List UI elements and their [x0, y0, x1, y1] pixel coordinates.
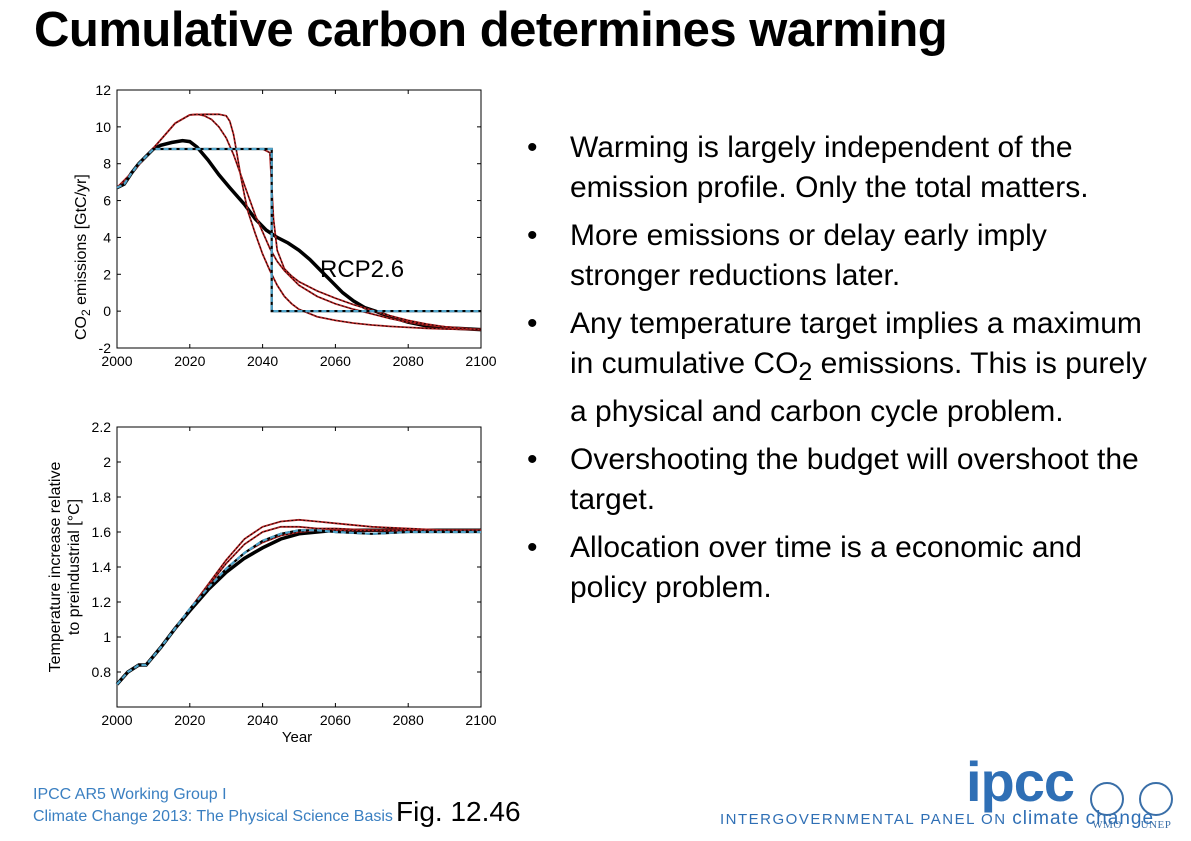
wmo-emblem-icon: [1090, 782, 1124, 816]
y-axis-label-line1: Temperature increase relative: [47, 462, 64, 673]
y-tick-label: 2.2: [92, 419, 112, 435]
x-tick-label: 2020: [174, 712, 205, 728]
y-tick-label: 10: [95, 119, 111, 135]
series-line-red-overlay: [116, 113, 482, 330]
series-line-red: [116, 529, 481, 685]
y-tick-label: -2: [99, 340, 112, 356]
ipcc-logo: ipcc: [966, 750, 1075, 813]
bullet-dot-icon: •: [527, 531, 538, 564]
bullet-list: • Warming is largely independent of the e…: [522, 128, 1162, 616]
x-tick-label: 2000: [101, 712, 132, 728]
x-tick-label: 2100: [465, 712, 496, 728]
series-line-red-overlay: [116, 526, 481, 685]
series-line-black: [115, 528, 481, 686]
annotation-label: RCP2.6: [320, 256, 404, 283]
bullet-text: Overshooting the budget will overshoot t…: [570, 443, 1139, 516]
y-tick-label: 1.4: [92, 559, 112, 575]
y-axis-label-line2: to preindustrial [°C]: [66, 499, 83, 635]
bullet-dot-icon: •: [527, 219, 538, 252]
x-tick-label: 2040: [247, 353, 278, 369]
x-tick-label: 2100: [465, 353, 496, 369]
x-tick-label: 2080: [393, 712, 424, 728]
wmo-logo: WMO: [1085, 782, 1129, 831]
temperature-chart: 2000 2020 2040 2060 2080 2100 0.8 1 1.2 1.4 1.6 1.8…: [47, 419, 497, 746]
y-tick-label: 1.8: [92, 489, 112, 505]
bullet-item: • Any temperature target implies a maximu…: [522, 304, 1162, 432]
x-tick-label: 2060: [320, 353, 351, 369]
series-line-red-overlay: [116, 113, 482, 330]
y-tick-label: 0: [103, 303, 111, 319]
x-axis-label: Year: [282, 729, 312, 746]
bullet-dot-icon: •: [527, 307, 538, 340]
x-tick-label: 2020: [174, 353, 205, 369]
y-tick-label: 2: [103, 454, 111, 470]
series-line-red-overlay: [116, 529, 481, 685]
plot-frame: [116, 426, 482, 708]
unep-logo: UNEP: [1134, 782, 1178, 831]
x-tick-label: 2060: [320, 712, 351, 728]
series-line-blue-base: [116, 529, 481, 686]
series-line-red: [116, 525, 481, 685]
bullet-item: • More emissions or delay early imply str…: [522, 216, 1162, 296]
y-tick-label: 1.6: [92, 524, 112, 540]
unep-emblem-icon: [1139, 782, 1173, 816]
y-tick-label: 1.2: [92, 594, 112, 610]
y-tick-label: 12: [95, 82, 111, 98]
y-tick-label: 1: [103, 629, 111, 645]
series-line-red-overlay: [116, 519, 481, 685]
source-line-2: Climate Change 2013: The Physical Scienc…: [33, 808, 393, 825]
series-line-blue: [116, 147, 481, 313]
subscript: 2: [798, 358, 813, 386]
bullet-item: • Warming is largely independent of the e…: [522, 128, 1162, 208]
bullet-item: • Overshooting the budget will overshoot …: [522, 440, 1162, 520]
bullet-text: Warming is largely independent of the em…: [570, 131, 1089, 204]
source-line-1: IPCC AR5 Working Group I: [33, 786, 227, 803]
source-citation: IPCC AR5 Working Group I Climate Change …: [33, 784, 393, 828]
x-tick-label: 2000: [101, 353, 132, 369]
ipcc-org-name: INTERGOVERNMENTAL PANEL ON climate chang…: [720, 808, 1155, 829]
y-tick-label: 6: [103, 193, 111, 209]
bullet-text: Any temperature target implies a maximum…: [570, 307, 1147, 428]
slide-title: Cumulative carbon determines warming: [34, 3, 948, 57]
series-line-blue: [116, 529, 481, 686]
bullet-dot-icon: •: [527, 131, 538, 164]
bullet-item: • Allocation over time is a economic and …: [522, 528, 1162, 608]
bullet-dot-icon: •: [527, 443, 538, 476]
bullet-text: Allocation over time is a economic and p…: [570, 531, 1082, 604]
y-tick-label: 2: [103, 266, 111, 282]
unep-label: UNEP: [1140, 819, 1172, 831]
y-axis-label: CO2 emissions [GtC/yr]: [73, 174, 93, 340]
bullet-text: More emissions or delay early imply stro…: [570, 219, 1047, 292]
series-line-red: [116, 518, 481, 685]
x-tick-label: 2040: [247, 712, 278, 728]
y-tick-label: 4: [103, 229, 111, 245]
y-tick-label: 8: [103, 156, 111, 172]
emissions-chart: 2000 2020 2040 2060 2080 2100 -2 0 2 4 6 8 10 12 RCP2…: [73, 82, 497, 369]
wmo-label: WMO: [1092, 819, 1122, 831]
x-tick-label: 2080: [393, 353, 424, 369]
series-line-red-overlay: [116, 148, 482, 330]
plot-frame: [116, 89, 482, 349]
y-tick-label: 0.8: [92, 664, 112, 680]
figure-reference: Fig. 12.46: [396, 796, 521, 827]
